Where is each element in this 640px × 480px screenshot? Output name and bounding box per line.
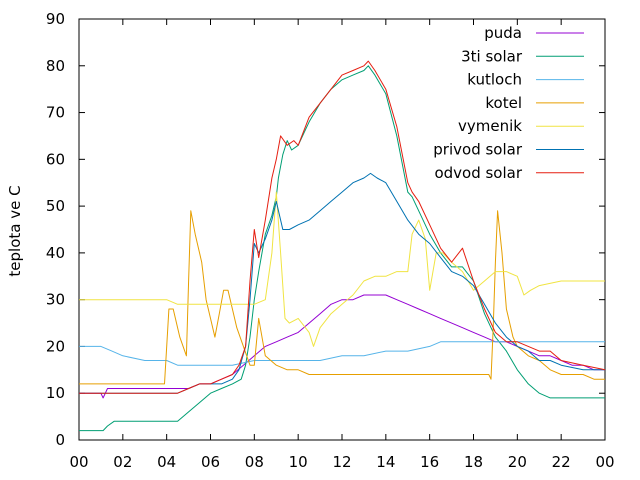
x-tick-label: 00 [69, 453, 88, 471]
series-line-vymenik [79, 191, 605, 347]
y-tick-label: 10 [46, 384, 65, 402]
legend-label: 3ti solar [461, 47, 523, 65]
y-axis: 0 10 20 30 40 50 60 70 80 90 [46, 10, 605, 449]
legend-label: privod solar [433, 141, 523, 159]
x-tick-label: 08 [245, 453, 264, 471]
y-tick-label: 80 [46, 57, 65, 75]
series-line-kotel [79, 210, 605, 385]
series-line-3ti-solar [79, 65, 605, 432]
legend-label: kotel [485, 94, 522, 112]
x-tick-label: 04 [157, 453, 176, 471]
legend-label: odvod solar [434, 164, 522, 182]
y-tick-label: 70 [46, 104, 65, 122]
x-tick-label: 16 [420, 453, 439, 471]
x-tick-label: 02 [113, 453, 132, 471]
x-tick-label: 22 [552, 453, 571, 471]
y-tick-label: 0 [55, 431, 65, 449]
x-tick-label: 10 [289, 453, 308, 471]
x-tick-label: 20 [508, 453, 527, 471]
legend-label: kutloch [467, 71, 522, 89]
series-layer [79, 60, 606, 432]
x-tick-label: 12 [332, 453, 351, 471]
y-tick-label: 60 [46, 150, 65, 168]
series-line-odvod-solar [79, 60, 606, 394]
legend-label: puda [484, 24, 522, 42]
legend: puda 3ti solar kutloch kotel vymenik privod s… [433, 24, 584, 182]
x-tick-label: 18 [464, 453, 483, 471]
legend-label: vymenik [458, 117, 522, 135]
x-tick-label: 00 [595, 453, 614, 471]
y-tick-label: 50 [46, 197, 65, 215]
y-tick-label: 30 [46, 291, 65, 309]
x-axis: 00 02 04 06 08 10 12 14 16 18 20 22 00 [69, 19, 615, 471]
x-tick-label: 06 [201, 453, 220, 471]
x-tick-label: 14 [376, 453, 395, 471]
y-tick-label: 90 [46, 10, 65, 28]
plot-frame [78, 18, 606, 441]
y-tick-label: 20 [46, 337, 65, 355]
series-line-puda [79, 294, 605, 399]
y-tick-label: 40 [46, 244, 65, 262]
y-axis-label: teplota ve C [6, 185, 24, 276]
